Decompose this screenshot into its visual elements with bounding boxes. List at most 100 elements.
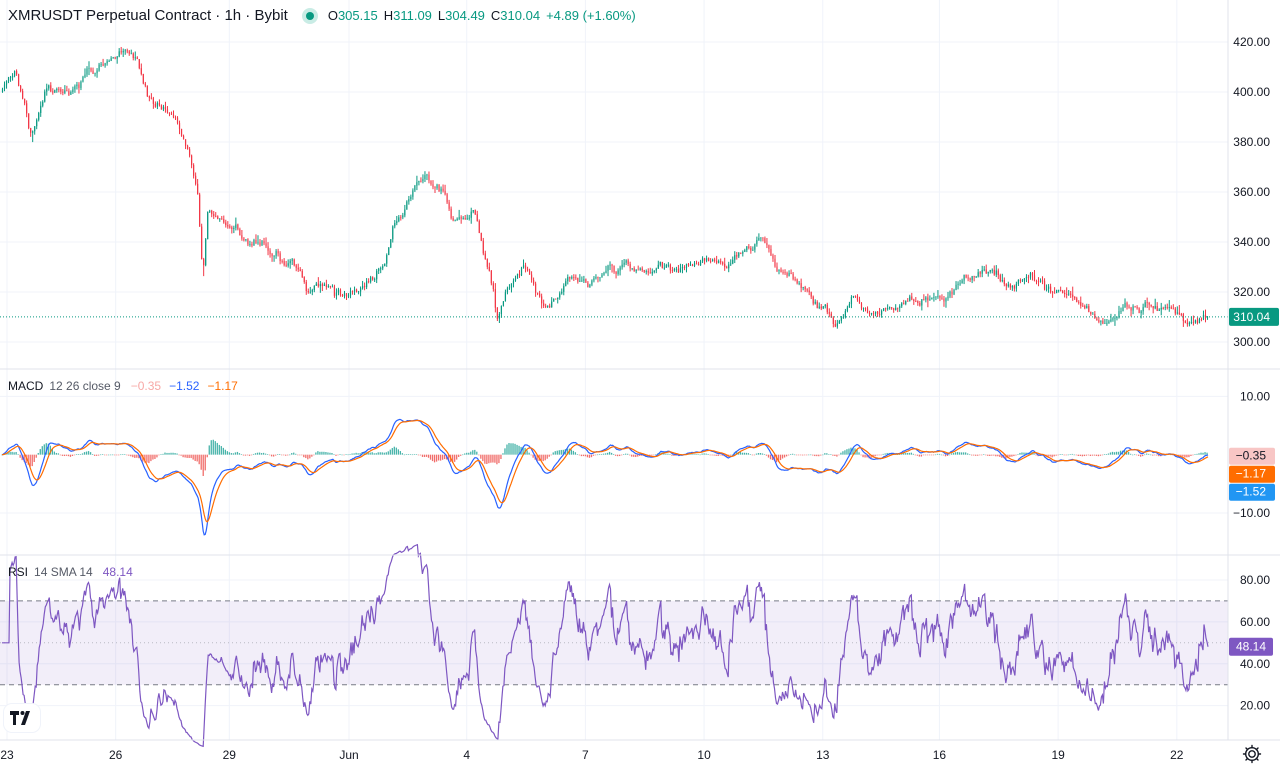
macd-histogram-bar — [474, 449, 476, 455]
macd-histogram-bar — [327, 452, 329, 455]
candle-body — [1152, 306, 1154, 309]
candle-body — [714, 259, 716, 261]
candle-body — [1164, 307, 1166, 309]
macd-histogram-bar — [371, 452, 373, 455]
macd-histogram-bar — [669, 454, 671, 455]
candle-body — [794, 279, 796, 280]
macd-histogram-bar — [721, 454, 723, 456]
gear-icon[interactable] — [1240, 742, 1264, 766]
candle-body — [263, 241, 265, 244]
candle-body — [305, 281, 307, 291]
macd-name[interactable]: MACD — [8, 379, 44, 393]
macd-histogram-bar — [958, 452, 961, 455]
macd-histogram-bar — [659, 452, 661, 455]
macd-params: 12 26 close 9 — [49, 379, 121, 393]
candle-body — [313, 285, 315, 290]
candle-body — [142, 74, 144, 84]
candle-body — [253, 239, 255, 246]
candle-body — [388, 247, 390, 256]
macd-histogram-bar — [1053, 454, 1055, 457]
macd-histogram-bar — [1029, 452, 1031, 455]
macd-histogram-bar — [283, 454, 285, 456]
candle-body — [237, 224, 239, 230]
macd-histogram-bar — [731, 454, 733, 456]
macd-histogram-bar — [122, 454, 124, 455]
candle-body — [623, 262, 625, 265]
macd-histogram-bar — [1079, 454, 1081, 456]
macd-histogram-bar — [653, 454, 655, 456]
macd-histogram-bar — [75, 454, 78, 455]
candle-body — [659, 261, 661, 265]
macd-histogram-bar — [134, 454, 136, 458]
macd-histogram-bar — [25, 454, 27, 464]
macd-histogram-bar — [637, 454, 639, 457]
macd-histogram-bar — [349, 454, 351, 455]
candle-body — [804, 287, 806, 290]
macd-histogram-bar — [884, 453, 886, 455]
macd-histogram-bar — [357, 453, 359, 455]
candle-body — [285, 264, 287, 266]
candle-body — [899, 306, 901, 309]
macd-histogram-bar — [914, 454, 917, 456]
candle-body — [539, 293, 541, 297]
macd-histogram-bar — [63, 454, 66, 457]
candle-body — [722, 262, 724, 264]
candle-body — [929, 299, 931, 301]
macd-histogram-bar — [755, 453, 758, 455]
y-tick-label: 20.00 — [1240, 699, 1270, 713]
macd-histogram-bar — [1170, 454, 1172, 456]
macd-histogram-bar — [773, 454, 776, 461]
macd-histogram-bar — [403, 454, 406, 456]
y-tick-label: 80.00 — [1240, 573, 1270, 587]
macd-histogram-bar — [11, 451, 13, 455]
candle-body — [595, 277, 597, 279]
macd-histogram-bar — [61, 454, 64, 456]
candle-body — [925, 297, 927, 300]
macd-histogram-bar — [576, 454, 579, 455]
candle-body — [707, 258, 710, 262]
candle-body — [392, 226, 394, 240]
macd-histogram-bar — [838, 454, 840, 456]
macd-histogram-bar — [114, 454, 116, 456]
macd-histogram-bar — [693, 454, 695, 455]
symbol-title[interactable]: XMRUSDT Perpetual Contract · 1h · Bybit — [8, 7, 288, 24]
candle-body — [1049, 286, 1052, 293]
macd-histogram-bar — [848, 448, 850, 455]
macd-histogram-bar — [639, 454, 641, 457]
candle-body — [1138, 308, 1140, 314]
candle-body — [653, 270, 655, 272]
candle-body — [1068, 293, 1070, 295]
macd-histogram-bar — [172, 452, 174, 455]
candle-body — [627, 260, 629, 265]
candle-body — [605, 270, 607, 273]
candle-body — [118, 51, 120, 57]
candle-body — [357, 291, 360, 293]
macd-histogram-bar — [578, 454, 581, 456]
macd-histogram-bar — [367, 451, 369, 455]
candle-body — [7, 77, 10, 81]
macd-histogram-bar — [323, 451, 325, 455]
candle-body — [683, 267, 686, 269]
tradingview-logo-icon[interactable] — [4, 704, 40, 732]
macd-histogram-bar — [967, 453, 969, 455]
macd-histogram-bar — [437, 454, 440, 461]
macd-histogram-bar — [186, 454, 188, 458]
candle-body — [838, 320, 840, 324]
macd-histogram-bar — [852, 447, 854, 455]
rsi-name[interactable]: RSI — [8, 565, 29, 579]
candle-body — [545, 305, 547, 307]
macd-histogram-bar — [79, 454, 82, 455]
macd-histogram-bar — [47, 443, 49, 455]
candle-body — [227, 225, 229, 227]
macd-histogram-bar — [148, 454, 150, 464]
macd-histogram-bar — [562, 449, 564, 455]
macd-histogram-bar — [948, 454, 951, 456]
macd-histogram-bar — [802, 454, 804, 456]
candle-body — [601, 274, 603, 278]
candle-body — [1162, 307, 1164, 309]
candle-body — [158, 102, 161, 106]
macd-histogram-bar — [1033, 453, 1035, 455]
candle-body — [766, 243, 768, 246]
